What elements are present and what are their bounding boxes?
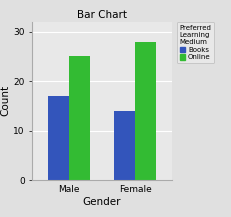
- Y-axis label: Count: Count: [0, 85, 11, 117]
- Bar: [69, 56, 90, 180]
- Legend: Books, Online: Books, Online: [176, 22, 213, 63]
- Bar: [113, 111, 135, 180]
- Bar: [48, 96, 69, 180]
- X-axis label: Gender: Gender: [82, 197, 121, 207]
- Bar: [135, 41, 156, 180]
- Title: Bar Chart: Bar Chart: [77, 10, 127, 20]
